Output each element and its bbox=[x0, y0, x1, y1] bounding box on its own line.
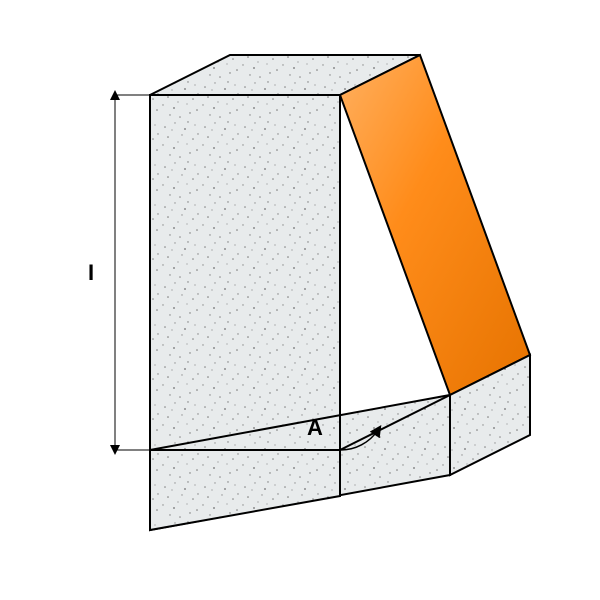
block-front-face bbox=[150, 95, 340, 450]
base-left-front bbox=[150, 450, 340, 530]
height-label: I bbox=[88, 260, 94, 285]
diagram-canvas: I A bbox=[0, 0, 600, 600]
angle-label: A bbox=[307, 415, 323, 440]
chamfer-face bbox=[340, 55, 530, 395]
dimension-height: I bbox=[88, 95, 150, 450]
